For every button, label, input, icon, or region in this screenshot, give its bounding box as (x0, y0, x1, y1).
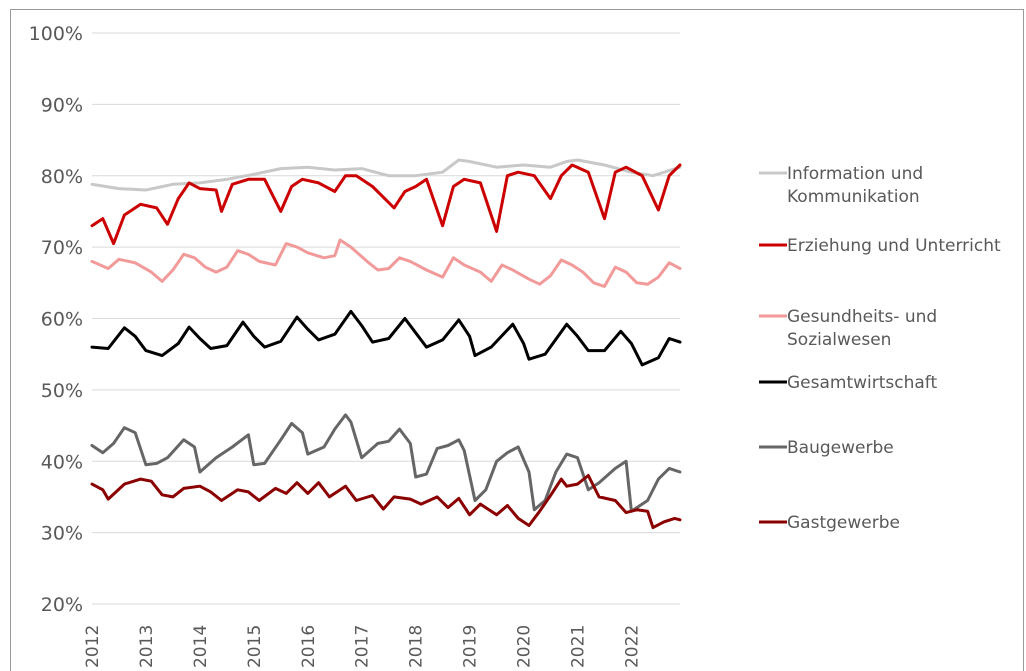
x-tick-label: 2018 (407, 625, 427, 668)
x-tick-label: 2021 (569, 625, 589, 668)
x-tick-label: 2017 (353, 625, 373, 668)
x-tick-label: 2013 (137, 625, 157, 668)
legend-item: Gastgewerbe (759, 513, 900, 533)
legend-item: Erziehung und Unterricht (759, 236, 1001, 256)
legend-label: Erziehung und Unterricht (787, 236, 1001, 256)
series-line-0 (90, 158, 682, 192)
series-line-5 (90, 474, 682, 530)
series-line-3 (90, 309, 682, 367)
legend-label: Gesundheits- und (787, 307, 937, 327)
y-tick-label: 70% (41, 237, 83, 259)
y-tick-label: 60% (41, 309, 83, 331)
legend-label: Baugewerbe (787, 438, 894, 458)
legend-label: Gastgewerbe (787, 513, 900, 533)
legend-item: Gesamtwirtschaft (759, 373, 937, 393)
x-tick-label: 2016 (299, 625, 319, 668)
legend-label: Sozialwesen (787, 330, 891, 350)
legend-item: Baugewerbe (759, 438, 894, 458)
y-axis-ticks: 20% 30% 40% 50% 60% 70% 80% 90% 100% (29, 23, 83, 616)
y-tick-label: 100% (29, 23, 83, 45)
series-lines (90, 158, 682, 530)
legend-label: Kommunikation (787, 187, 920, 207)
chart-frame (10, 9, 1024, 671)
legend-item: Information und Kommunikation (759, 164, 923, 207)
series-line-1 (90, 163, 682, 246)
x-tick-label: 2022 (622, 625, 642, 668)
y-tick-label: 30% (41, 523, 83, 545)
y-tick-label: 50% (41, 380, 83, 402)
series-line-4 (90, 413, 682, 513)
x-tick-label: 2012 (83, 625, 103, 668)
x-tick-label: 2014 (191, 625, 211, 668)
x-tick-label: 2020 (515, 625, 535, 668)
x-tick-label: 2019 (461, 625, 481, 668)
legend-label: Gesamtwirtschaft (787, 373, 937, 393)
legend: Information und Kommunikation Erziehung un… (759, 164, 1001, 533)
x-axis-ticks: 2012 2013 2014 2015 2016 2017 2018 2019 2020 2021… (83, 625, 642, 668)
legend-label: Information und (787, 164, 923, 184)
legend-item: Gesundheits- und Sozialwesen (759, 307, 937, 350)
y-tick-label: 40% (41, 451, 83, 473)
gridlines (92, 32, 680, 605)
series-line-2 (90, 238, 682, 288)
x-tick-label: 2015 (245, 625, 265, 668)
y-tick-label: 90% (41, 94, 83, 116)
y-tick-label: 20% (41, 594, 83, 616)
y-tick-label: 80% (41, 166, 83, 188)
